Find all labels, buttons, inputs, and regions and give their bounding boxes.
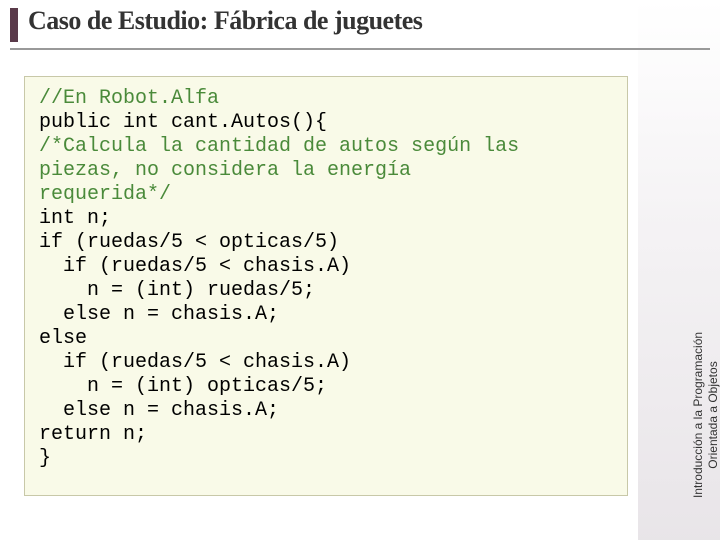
code-line-15: return n; — [39, 423, 147, 446]
code-line-6: int n; — [39, 207, 111, 230]
code-content: //En Robot.Alfa public int cant.Autos(){… — [39, 87, 613, 471]
slide-title: Caso de Estudio: Fábrica de juguetes — [28, 6, 422, 36]
code-line-16: } — [39, 447, 51, 470]
slide: Caso de Estudio: Fábrica de juguetes //E… — [0, 0, 720, 540]
code-comment-line-1: //En Robot.Alfa — [39, 87, 219, 110]
code-line-2: public int cant.Autos(){ — [39, 111, 327, 134]
code-line-13: n = (int) opticas/5; — [39, 375, 327, 398]
sidebar-line-2: Orientada a Objetos — [706, 361, 720, 468]
code-block: //En Robot.Alfa public int cant.Autos(){… — [24, 76, 628, 496]
code-comment-line-5: requerida*/ — [39, 183, 171, 206]
sidebar-line-1: Introducción a la Programación — [691, 332, 705, 498]
code-line-12: if (ruedas/5 < chasis.A) — [39, 351, 351, 374]
code-line-11: else — [39, 327, 87, 350]
code-comment-line-3: /*Calcula la cantidad de autos según las — [39, 135, 519, 158]
sidebar-course-label: Introducción a la Programación Orientada… — [691, 295, 720, 535]
code-line-7: if (ruedas/5 < opticas/5) — [39, 231, 339, 254]
code-line-8: if (ruedas/5 < chasis.A) — [39, 255, 351, 278]
code-comment-line-4: piezas, no considera la energía — [39, 159, 411, 182]
code-line-9: n = (int) ruedas/5; — [39, 279, 315, 302]
code-line-14: else n = chasis.A; — [39, 399, 279, 422]
code-line-10: else n = chasis.A; — [39, 303, 279, 326]
title-accent-bar — [10, 8, 18, 42]
title-underline — [10, 48, 710, 50]
